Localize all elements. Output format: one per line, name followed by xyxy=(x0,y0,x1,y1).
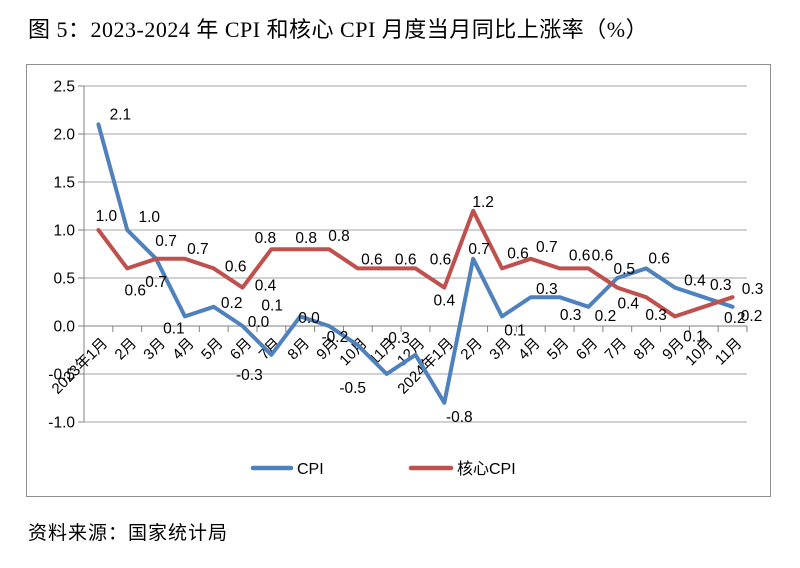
x-tick-label: 6月 xyxy=(227,335,256,364)
core-cpi-data-label: 0.7 xyxy=(155,233,177,250)
core-cpi-line xyxy=(96,208,735,319)
figure-title: 图 5：2023-2024 年 CPI 和核心 CPI 月度当月同比上涨率（%） xyxy=(28,17,649,42)
core-cpi-data-label: 0.6 xyxy=(430,251,452,268)
cpi-data-label: 0.0 xyxy=(248,314,270,331)
x-tick-label: 7月 xyxy=(602,335,631,364)
cpi-data-label: -0.8 xyxy=(446,409,473,426)
core-cpi-data-label: 0.6 xyxy=(569,247,591,264)
chart-container: 2.5 2.0 1.5 1.0 0.5 0.0 -0.5 -1.0 2023年1月 2月 3月 4月 5… xyxy=(26,64,771,497)
cpi-data-label: -0.3 xyxy=(236,367,263,384)
core-cpi-data-label: 0.6 xyxy=(395,251,417,268)
x-tick-label: 2月 xyxy=(112,335,141,364)
core-cpi-data-label: 0.7 xyxy=(536,239,558,256)
cpi-data-label: 0.2 xyxy=(221,295,243,312)
cpi-data-label: 0.3 xyxy=(710,277,732,294)
x-tick-label: 2月 xyxy=(457,335,486,364)
cpi-data-label: 0.2 xyxy=(595,308,617,325)
cpi-data-label: 0.1 xyxy=(163,320,185,337)
cpi-data-label: 0.2 xyxy=(741,308,763,325)
x-tick-label: 8月 xyxy=(284,335,313,364)
legend-label-core-cpi: 核心CPI xyxy=(457,460,516,478)
x-tick-label: 4月 xyxy=(169,335,198,364)
y-tick-label: 2.0 xyxy=(53,127,75,144)
core-cpi-data-label: 0.2 xyxy=(724,310,746,327)
y-tick-label: -0.5 xyxy=(48,367,75,384)
core-cpi-data-label: 1.2 xyxy=(472,194,494,211)
x-tick-label: 5月 xyxy=(544,335,573,364)
core-cpi-data-label: 0.4 xyxy=(255,278,277,295)
core-cpi-data-label: 0.6 xyxy=(361,251,383,268)
x-tick-label: 6月 xyxy=(573,335,602,364)
core-cpi-data-label: 0.1 xyxy=(683,328,705,345)
y-tick-label: 0.0 xyxy=(53,319,75,336)
x-tick-label: 11月 xyxy=(712,335,746,369)
core-cpi-data-label: 0.8 xyxy=(255,230,277,247)
core-cpi-data-label: 0.4 xyxy=(618,296,640,313)
cpi-data-label: 0.7 xyxy=(145,274,167,291)
cpi-data-label: 0.0 xyxy=(298,310,320,327)
core-cpi-data-label: 1.0 xyxy=(96,208,118,225)
y-tick-label: -1.0 xyxy=(48,415,75,432)
source-note: 资料来源：国家统计局 xyxy=(28,523,229,544)
legend-label-cpi: CPI xyxy=(297,461,324,478)
cpi-data-label: -0.5 xyxy=(339,380,366,397)
core-cpi-data-label: 0.6 xyxy=(592,247,614,264)
cpi-data-label: 0.6 xyxy=(648,250,670,267)
x-tick-label: 7月 xyxy=(256,335,285,364)
cpi-data-label: -0.3 xyxy=(383,330,410,347)
core-cpi-data-label: 0.7 xyxy=(187,241,209,258)
cpi-data-label: 0.1 xyxy=(504,322,526,339)
x-tick-label: 8月 xyxy=(630,335,659,364)
cpi-data-label: -0.2 xyxy=(321,329,348,346)
y-tick-label: 2.5 xyxy=(53,79,75,96)
y-tick-label: 1.5 xyxy=(53,175,75,192)
cpi-data-label: 0.5 xyxy=(614,261,636,278)
cpi-data-label: 0.3 xyxy=(536,281,558,298)
core-cpi-data-label: 0.3 xyxy=(742,281,764,298)
core-cpi-data-label: 0.6 xyxy=(507,245,529,262)
core-cpi-data-label: 0.4 xyxy=(434,293,456,310)
cpi-data-label: 2.1 xyxy=(110,106,132,123)
core-cpi-data-label: 0.8 xyxy=(295,230,317,247)
y-tick-label: 0.5 xyxy=(53,271,75,288)
cpi-data-label: 0.7 xyxy=(468,241,490,258)
cpi-data-label: 0.1 xyxy=(261,297,283,314)
core-cpi-data-label: 0.6 xyxy=(225,258,247,275)
core-cpi-data-label: 0.8 xyxy=(328,228,350,245)
core-cpi-data-label: 0.6 xyxy=(124,282,146,299)
x-tick-label: 3月 xyxy=(140,335,169,364)
cpi-data-label: 1.0 xyxy=(138,209,160,226)
cpi-data-label: 0.4 xyxy=(684,273,706,290)
y-tick-label: 1.0 xyxy=(53,223,75,240)
x-tick-label: 5月 xyxy=(198,335,227,364)
core-cpi-data-label: 0.3 xyxy=(645,307,667,324)
cpi-line xyxy=(96,122,735,405)
cpi-data-label: 0.3 xyxy=(560,307,582,324)
